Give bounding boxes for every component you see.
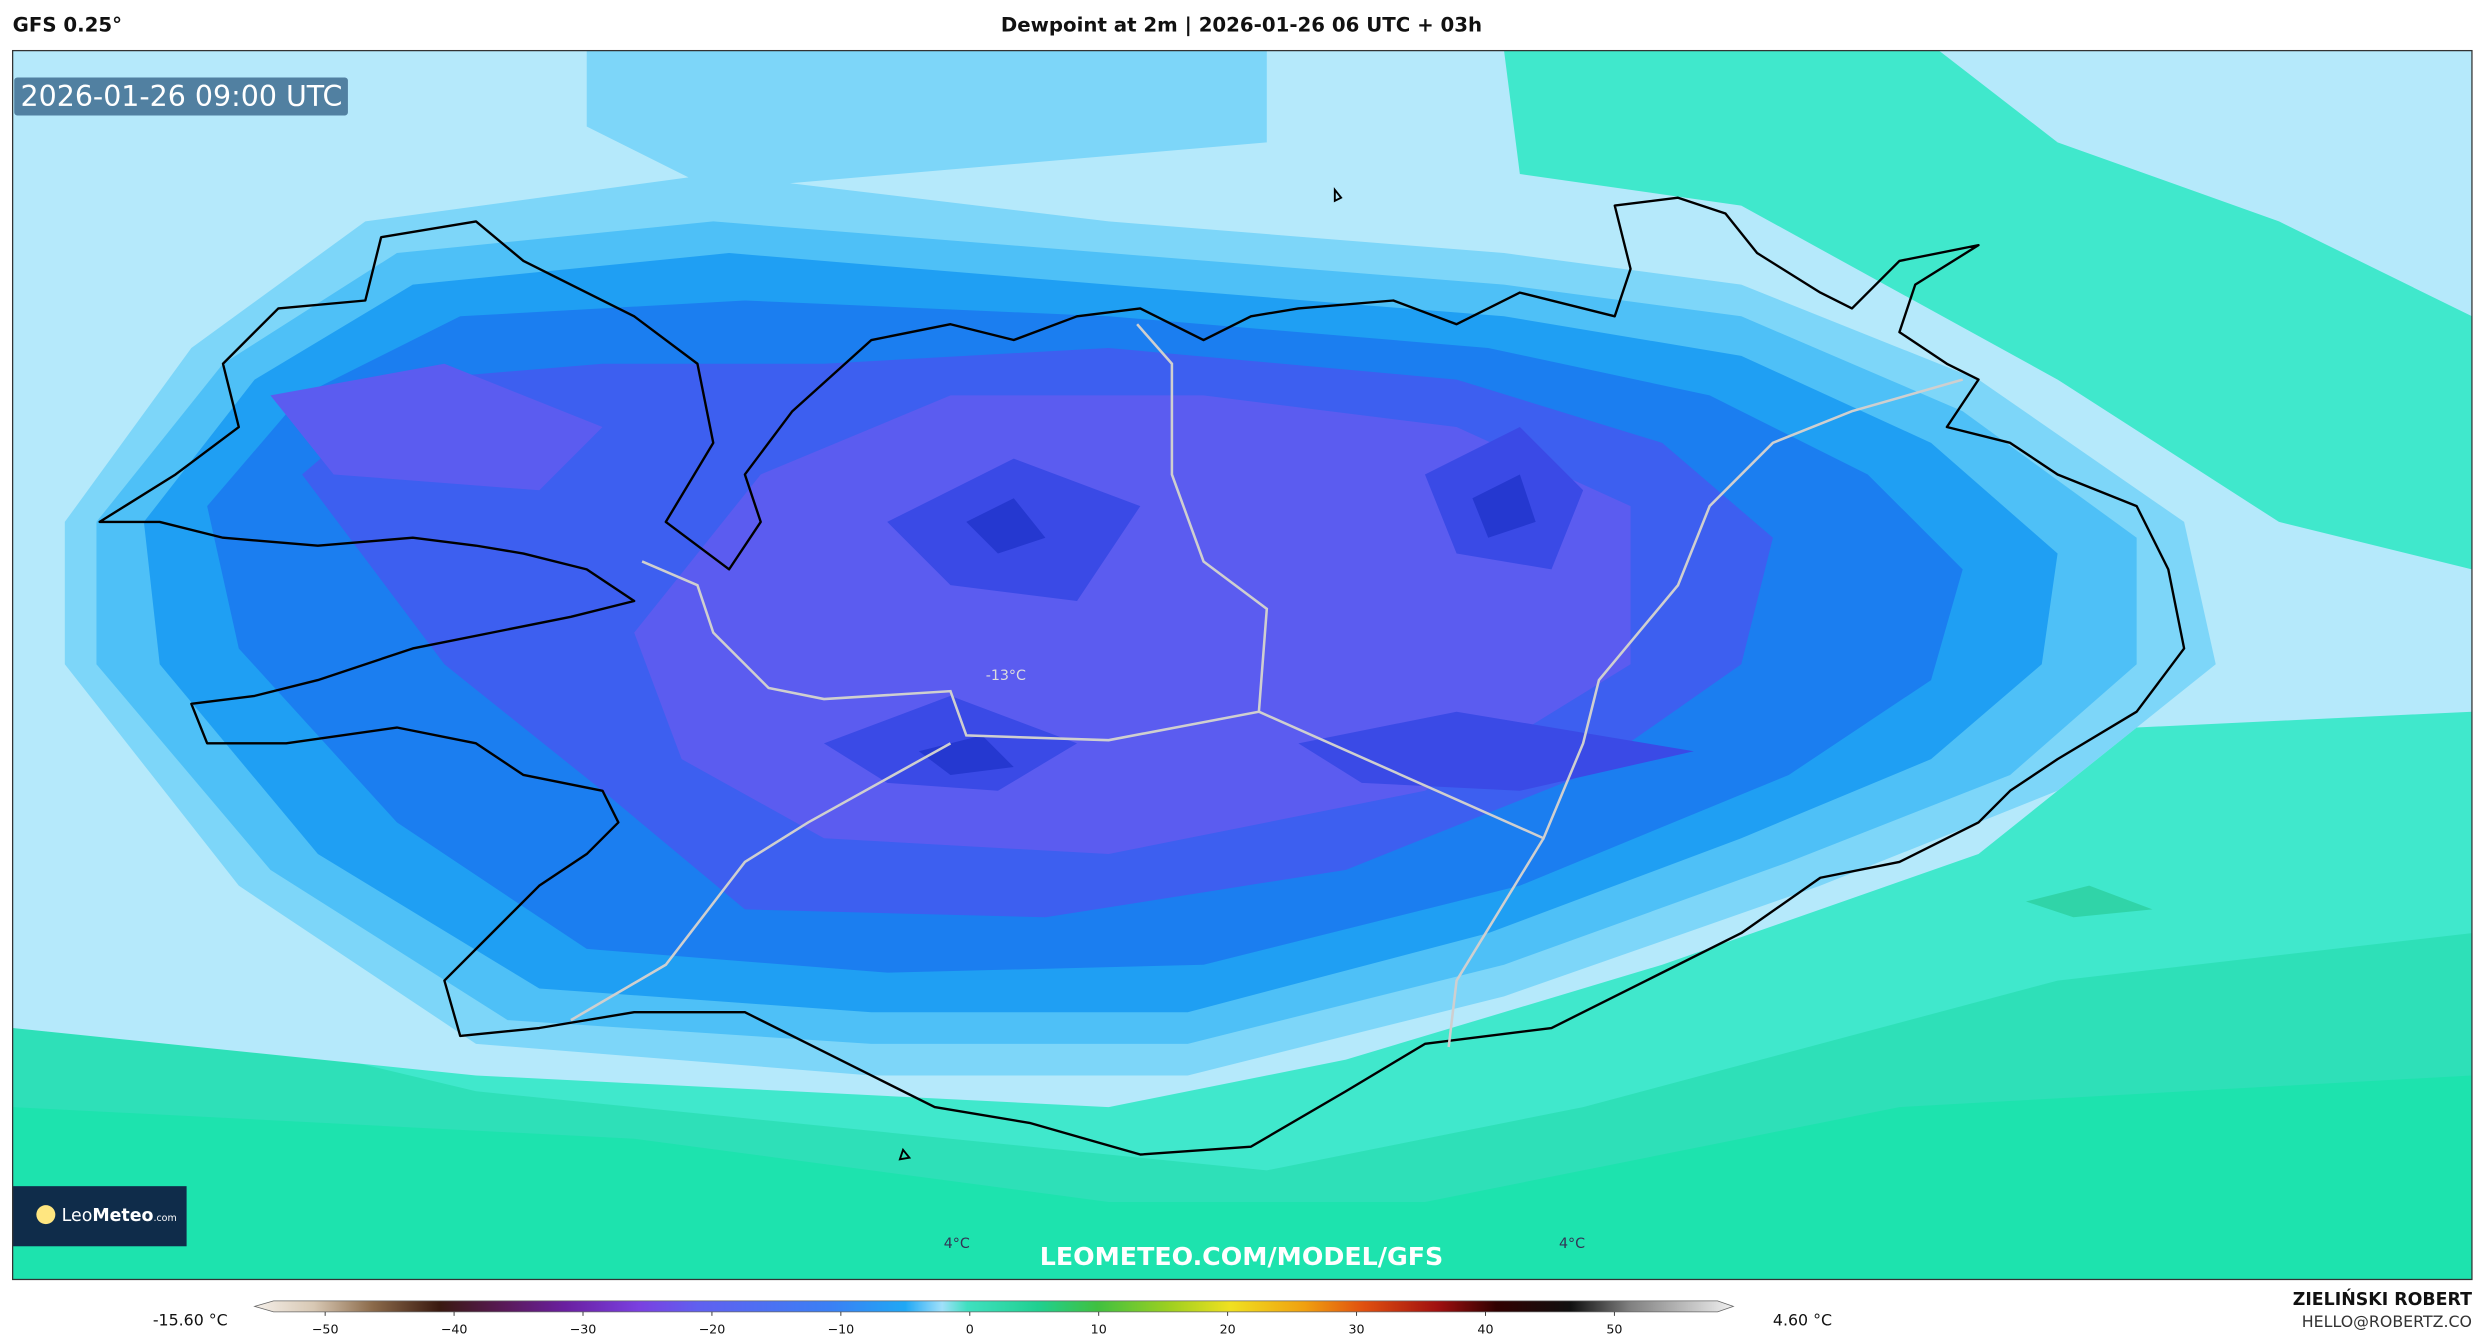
- field-light-ne: [1938, 50, 2472, 317]
- model-label: GFS 0.25°: [13, 14, 122, 37]
- colorbar-tick-label: −30: [570, 1321, 597, 1336]
- colorbar-tick-label: −10: [828, 1321, 855, 1336]
- logo-text[interactable]: LeoMeteo.com: [62, 1206, 177, 1226]
- email[interactable]: HELLO@ROBERTZ.CO: [2302, 1312, 2472, 1331]
- logo-light: Leo: [62, 1206, 93, 1226]
- colorbar-tick-label: 50: [1606, 1321, 1622, 1336]
- colorbar-tick-label: 10: [1091, 1321, 1107, 1336]
- watermark: LEOMETEO.COM/MODEL/GFS: [1040, 1242, 1444, 1271]
- colorbar-tick-label: 40: [1477, 1321, 1493, 1336]
- contour-label: 4°C: [1559, 1236, 1585, 1252]
- timestamp-box: [14, 77, 348, 116]
- logo-sun: [36, 1205, 56, 1225]
- timestamp: 2026-01-26 09:00 UTC: [21, 80, 343, 113]
- colorbar-tick-label: −20: [699, 1321, 726, 1336]
- colorbar: [253, 1300, 1735, 1313]
- logo-suffix: .com: [153, 1213, 176, 1224]
- max-label: 4.60 °C: [1773, 1310, 1832, 1329]
- colorbar-tick-label: 0: [966, 1321, 974, 1336]
- colorbar-ticks: −50 −40 −30 −20 −10 0 10 20 30 40 50: [312, 1311, 1622, 1336]
- coastline: [98, 196, 2186, 1156]
- author: ZIELIŃSKI ROBERT: [2293, 1288, 2472, 1310]
- field-core: [823, 427, 1694, 791]
- colorbar-tick-label: 30: [1349, 1321, 1365, 1336]
- field-south-2: [12, 1075, 2472, 1280]
- islands: [898, 187, 1343, 1161]
- field-core-dark: [918, 474, 1536, 775]
- map-frame: [11, 49, 2473, 1281]
- contour-label: 4°C: [944, 1236, 970, 1252]
- field-band-5: [270, 363, 1631, 855]
- min-label: -15.60 °C: [153, 1310, 228, 1329]
- roads: [570, 323, 1964, 1048]
- logo-bold: Meteo: [92, 1206, 153, 1226]
- map-title: Dewpoint at 2m | 2026-01-26 06 UTC + 03h: [1001, 14, 1482, 37]
- colorbar-tick-label: 20: [1220, 1321, 1236, 1336]
- contour-label: -13°C: [986, 668, 1026, 684]
- colorbar-tick-label: −50: [312, 1321, 339, 1336]
- colorbar-tick-label: −40: [441, 1321, 468, 1336]
- map-field: 2026-01-26 09:00 UTC -13°C 4°C 4°C LEOME…: [12, 50, 2472, 1280]
